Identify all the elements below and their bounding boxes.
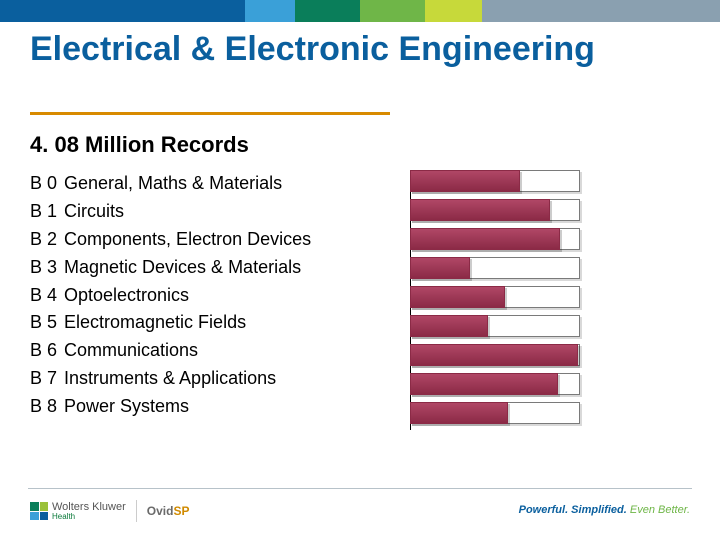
list-label: Instruments & Applications — [64, 365, 276, 393]
footer-logos: Wolters Kluwer Health OvidSP — [30, 500, 189, 522]
list-item: B 0General, Maths & Materials — [30, 170, 311, 198]
bar — [410, 373, 558, 395]
footer-rule — [28, 488, 692, 489]
bar — [410, 257, 470, 279]
bar — [410, 286, 505, 308]
strip-segment — [425, 0, 483, 22]
list-item: B 3Magnetic Devices & Materials — [30, 254, 311, 282]
tagline: Powerful. Simplified. Even Better. — [519, 504, 690, 516]
list-item: B 8Power Systems — [30, 393, 311, 421]
list-label: General, Maths & Materials — [64, 170, 282, 198]
bar — [410, 170, 520, 192]
strip-segment — [0, 0, 245, 22]
strip-segment — [295, 0, 360, 22]
bar — [410, 228, 560, 250]
bar — [410, 344, 578, 366]
logo-divider — [136, 500, 137, 522]
list-code: B 6 — [30, 337, 64, 365]
list-code: B 1 — [30, 198, 64, 226]
bar — [410, 315, 488, 337]
bar-chart — [410, 170, 690, 430]
top-color-strip — [0, 0, 720, 22]
list-code: B 0 — [30, 170, 64, 198]
list-label: Components, Electron Devices — [64, 226, 311, 254]
ovid-suffix: SP — [173, 504, 189, 518]
list-item: B 1Circuits — [30, 198, 311, 226]
tagline-part2: Even Better. — [630, 504, 690, 516]
list-item: B 7Instruments & Applications — [30, 365, 311, 393]
wk-name: Wolters Kluwer — [52, 502, 126, 513]
tagline-part1: Powerful. Simplified. — [519, 504, 630, 516]
list-label: Power Systems — [64, 393, 189, 421]
strip-segment — [360, 0, 425, 22]
wk-sub: Health — [52, 513, 126, 521]
bar — [410, 199, 550, 221]
list-code: B 2 — [30, 226, 64, 254]
list-code: B 4 — [30, 282, 64, 310]
subtitle: 4. 08 Million Records — [30, 132, 249, 158]
list-item: B 6Communications — [30, 337, 311, 365]
slide: Electrical & Electronic Engineering 4. 0… — [0, 0, 720, 540]
list-code: B 3 — [30, 254, 64, 282]
ovidsp-logo: OvidSP — [147, 504, 190, 518]
wk-mark-icon — [30, 502, 48, 520]
list-label: Optoelectronics — [64, 282, 189, 310]
list-code: B 5 — [30, 309, 64, 337]
list-item: B 4Optoelectronics — [30, 282, 311, 310]
footer: Wolters Kluwer Health OvidSP Powerful. S… — [0, 488, 720, 540]
title-underline — [30, 112, 390, 115]
list-label: Communications — [64, 337, 198, 365]
page-title: Electrical & Electronic Engineering — [30, 30, 595, 69]
bar — [410, 402, 508, 424]
list-code: B 7 — [30, 365, 64, 393]
list-item: B 5Electromagnetic Fields — [30, 309, 311, 337]
category-list: B 0General, Maths & MaterialsB 1Circuits… — [30, 170, 311, 421]
list-label: Electromagnetic Fields — [64, 309, 246, 337]
ovid-name: Ovid — [147, 504, 174, 518]
strip-segment — [482, 0, 720, 22]
list-item: B 2Components, Electron Devices — [30, 226, 311, 254]
list-label: Circuits — [64, 198, 124, 226]
wolters-kluwer-logo: Wolters Kluwer Health — [30, 502, 126, 521]
list-code: B 8 — [30, 393, 64, 421]
strip-segment — [245, 0, 295, 22]
list-label: Magnetic Devices & Materials — [64, 254, 301, 282]
